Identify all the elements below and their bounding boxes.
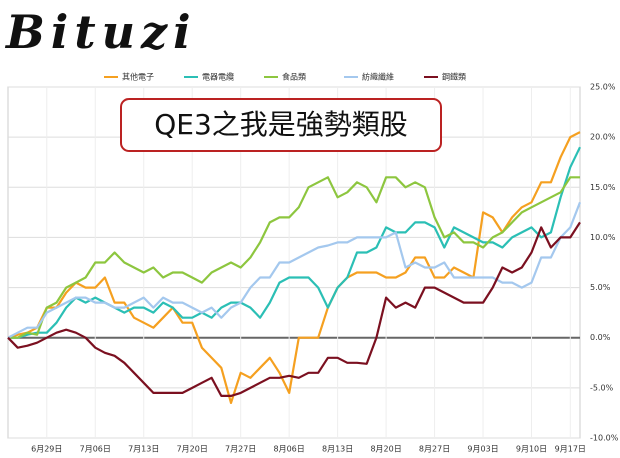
- y-tick-label: 0.0%: [590, 333, 611, 342]
- x-tick-label: 9月03日: [467, 445, 498, 454]
- y-tick-label: 25.0%: [590, 83, 616, 92]
- legend-label: 其他電子: [122, 72, 154, 82]
- x-tick-label: 9月10日: [516, 445, 547, 454]
- x-tick-label: 7月06日: [80, 445, 111, 454]
- series-line: [8, 176, 580, 339]
- y-tick-label: 5.0%: [590, 283, 611, 292]
- series-line: [8, 146, 581, 339]
- x-tick-label: 8月13日: [322, 445, 353, 454]
- y-tick-label: 15.0%: [590, 183, 616, 192]
- logo: Bituzi: [4, 5, 197, 59]
- x-tick-label: 7月20日: [177, 445, 208, 454]
- x-tick-label: 9月17日: [555, 445, 586, 454]
- x-tick-label: 6月29日: [31, 445, 62, 454]
- y-tick-label: -10.0%: [590, 434, 619, 443]
- series-line: [7, 201, 582, 339]
- series-line: [7, 131, 581, 404]
- y-tick-label: 20.0%: [590, 133, 616, 142]
- legend-label: 鋼鐵類: [442, 72, 466, 82]
- x-tick-label: 8月27日: [419, 445, 450, 454]
- legend-label: 紡織纖維: [362, 72, 394, 82]
- chart-title: QE3之我是強勢類股: [154, 108, 408, 141]
- x-tick-label: 7月13日: [128, 445, 159, 454]
- y-tick-label: 10.0%: [590, 233, 616, 242]
- x-tick-label: 8月20日: [370, 445, 401, 454]
- legend-label: 電器電纜: [202, 72, 234, 82]
- y-tick-label: -5.0%: [590, 383, 614, 392]
- x-tick-label: 8月06日: [274, 445, 305, 454]
- legend-label: 食品類: [282, 72, 306, 82]
- series-line: [7, 221, 581, 397]
- title-box: [120, 98, 442, 152]
- x-tick-label: 7月27日: [225, 445, 256, 454]
